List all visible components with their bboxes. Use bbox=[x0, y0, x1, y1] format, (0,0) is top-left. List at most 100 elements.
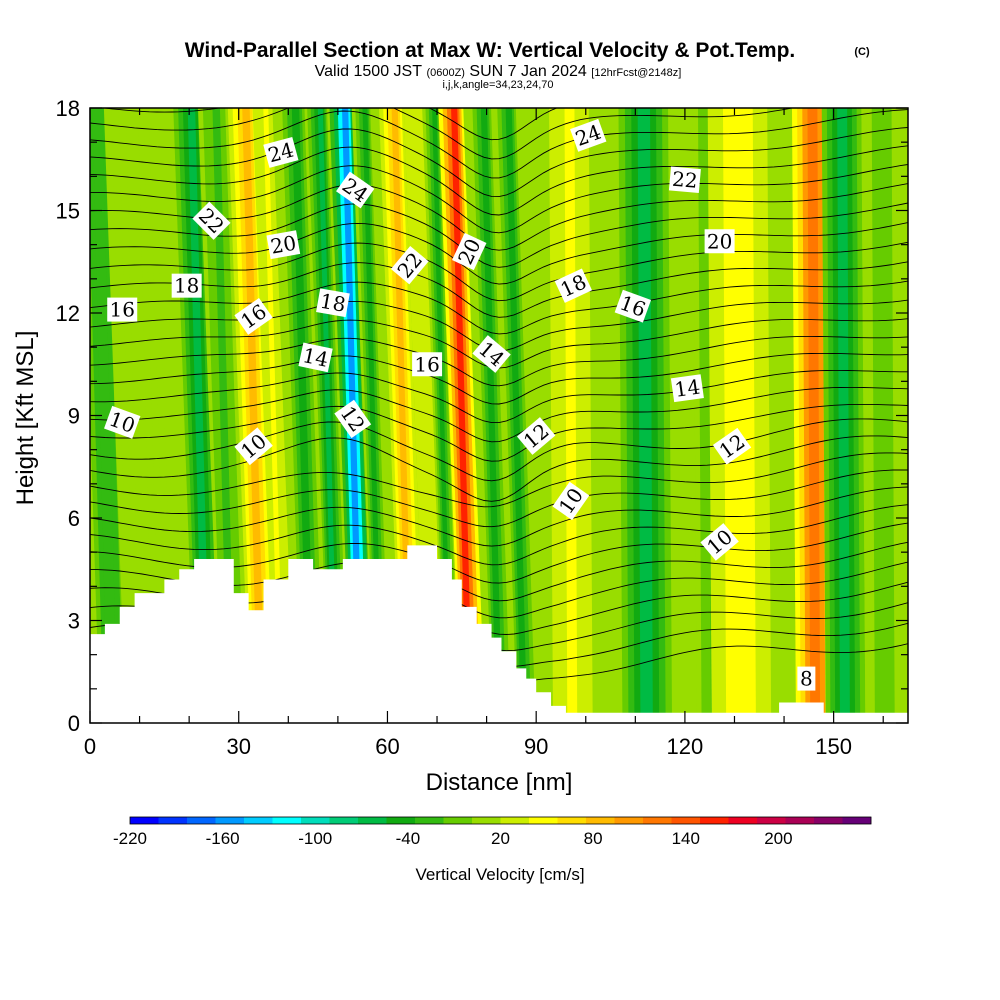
theta-contour-line bbox=[90, 352, 908, 405]
theta-contour-line bbox=[90, 386, 908, 443]
y-tick-label: 9 bbox=[68, 404, 80, 429]
contour-label: 18 bbox=[316, 288, 350, 318]
velocity-band bbox=[861, 108, 906, 723]
velocity-band bbox=[493, 108, 540, 723]
x-axis: 0 30 60 90 120 150 bbox=[84, 108, 884, 759]
colorbar-swatch bbox=[785, 817, 815, 824]
colorbar-swatch bbox=[643, 817, 672, 824]
colorbar-swatch bbox=[529, 817, 558, 824]
y-axis-label: Height [Kft MSL] bbox=[12, 331, 39, 506]
theta-contour-line bbox=[90, 202, 908, 268]
colorbar-swatch bbox=[386, 817, 416, 824]
theta-contour-line bbox=[90, 418, 908, 482]
velocity-band-strip bbox=[125, 108, 154, 723]
velocity-band-strip bbox=[637, 108, 653, 723]
theta-contour-line bbox=[100, 108, 558, 141]
contour-label: 14 bbox=[298, 342, 333, 373]
theta-contour-line bbox=[90, 435, 908, 502]
contour-label-text: 14 bbox=[673, 375, 702, 402]
colorbar-swatch bbox=[500, 817, 530, 824]
x-tick-label: 120 bbox=[667, 734, 704, 759]
theta-contour-line bbox=[90, 504, 908, 566]
colorbar-swatch bbox=[671, 817, 701, 824]
contour-label-text: 16 bbox=[414, 352, 439, 376]
contour-label-text: 20 bbox=[269, 231, 298, 259]
colorbar-swatch bbox=[472, 817, 501, 824]
colorbar-swatch bbox=[158, 817, 188, 824]
velocity-band bbox=[618, 108, 673, 723]
theta-contour-line bbox=[90, 469, 908, 528]
velocity-band-strip bbox=[505, 108, 528, 723]
colorbar-tick-label: -100 bbox=[298, 829, 332, 848]
colorbar-tick-label: 140 bbox=[672, 829, 700, 848]
colorbar-frame bbox=[129, 816, 872, 825]
colorbar-tick-label: 200 bbox=[764, 829, 792, 848]
colorbar-tick-label: 80 bbox=[584, 829, 603, 848]
theta-contour-line bbox=[90, 127, 908, 198]
x-tick-label: 150 bbox=[815, 734, 852, 759]
velocity-band bbox=[707, 108, 772, 723]
colorbar-swatch bbox=[272, 817, 302, 824]
theta-contour-line bbox=[90, 164, 908, 234]
velocity-band bbox=[227, 108, 280, 723]
velocity-band bbox=[549, 108, 593, 723]
x-tick-label: 30 bbox=[226, 734, 250, 759]
y-tick-label: 15 bbox=[56, 199, 80, 224]
colorbar-swatch bbox=[329, 817, 359, 824]
theta-contour-line bbox=[90, 109, 908, 179]
valid-date: SUN 7 Jan 2024 bbox=[469, 63, 587, 80]
contour-label-text: 8 bbox=[800, 667, 813, 691]
colorbar-label: Vertical Velocity [cm/s] bbox=[415, 865, 584, 884]
contour-label: 18 bbox=[171, 273, 202, 298]
theta-contour-line bbox=[90, 222, 908, 285]
colorbar-swatch bbox=[187, 817, 216, 824]
valid-utc: (0600Z) bbox=[426, 67, 465, 79]
theta-contour-line bbox=[90, 108, 795, 160]
colorbar-tick-label: -160 bbox=[206, 829, 240, 848]
colorbar-swatch bbox=[842, 817, 872, 824]
colorbar-swatch bbox=[700, 817, 729, 824]
contour-label-text: 20 bbox=[707, 229, 732, 253]
velocity-band-strip bbox=[807, 108, 821, 723]
theta-contour-line bbox=[90, 452, 908, 508]
theta-contour-line bbox=[90, 369, 908, 424]
theta-contour-line bbox=[90, 486, 908, 547]
x-axis-label: Distance [nm] bbox=[426, 769, 573, 796]
colorbar-tick-label: -220 bbox=[113, 829, 147, 848]
y-tick-label: 0 bbox=[68, 711, 80, 736]
colorbar-swatch bbox=[586, 817, 615, 824]
contour-label: 20 bbox=[266, 230, 301, 260]
valid-prefix: Valid 1500 JST bbox=[315, 63, 423, 80]
chart-title: Wind-Parallel Section at Max W: Vertical… bbox=[185, 39, 796, 62]
theta-contour-line bbox=[90, 280, 908, 335]
contour-label: 22 bbox=[668, 166, 701, 194]
colorbar-swatch bbox=[814, 817, 843, 824]
velocity-band-strip bbox=[837, 108, 850, 723]
contour-label: 8 bbox=[797, 666, 816, 691]
colorbar-swatch bbox=[557, 817, 587, 824]
y-axis: 0 3 6 9 12 15 18 bbox=[56, 96, 908, 736]
theta-contour-line bbox=[90, 261, 908, 318]
colorbar-swatch bbox=[301, 817, 330, 824]
colorbar-swatch bbox=[358, 817, 387, 824]
velocity-band-strip bbox=[92, 108, 118, 723]
x-tick-label: 60 bbox=[375, 734, 399, 759]
colorbar-swatch bbox=[215, 817, 245, 824]
velocity-band bbox=[252, 108, 295, 723]
contour-label-text: 16 bbox=[109, 298, 134, 322]
contour-label-text: 18 bbox=[318, 289, 347, 317]
velocity-band-strip bbox=[263, 108, 284, 723]
y-tick-label: 18 bbox=[56, 96, 80, 121]
colorbar-tick-label: -40 bbox=[396, 829, 421, 848]
velocity-band bbox=[821, 108, 866, 723]
theta-contour-line bbox=[90, 241, 908, 302]
theta-contour-line bbox=[90, 145, 908, 216]
colorbar-swatch bbox=[130, 817, 159, 824]
theta-contour-line bbox=[90, 335, 908, 387]
colorbar-swatch bbox=[415, 817, 444, 824]
contour-label: 16 bbox=[412, 352, 443, 377]
colorbar-tick-label: 20 bbox=[491, 829, 510, 848]
colorbar-swatch bbox=[244, 817, 273, 824]
terrain-mask bbox=[90, 545, 908, 723]
